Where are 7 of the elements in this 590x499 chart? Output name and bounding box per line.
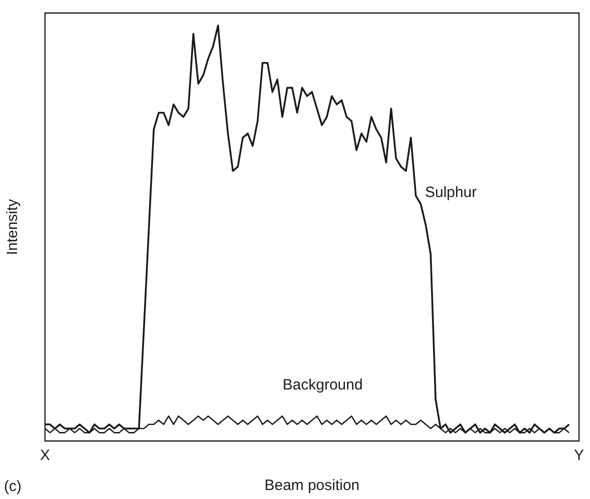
x-tick-label: X (40, 447, 50, 464)
y-axis-title: Intensity (4, 198, 22, 255)
text: (c) (4, 478, 22, 496)
x-axis-title: Beam position (264, 477, 360, 494)
series-label: Background (282, 376, 363, 394)
series-label: Sulphur (424, 184, 477, 201)
x-tick-label: Y (574, 447, 584, 464)
